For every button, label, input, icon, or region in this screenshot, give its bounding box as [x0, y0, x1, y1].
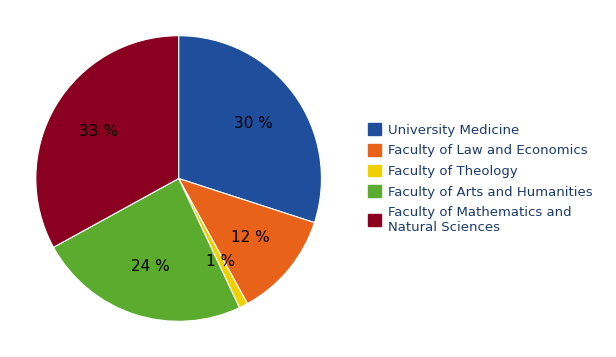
- Wedge shape: [54, 178, 240, 321]
- Wedge shape: [179, 36, 322, 223]
- Text: 33 %: 33 %: [79, 124, 118, 139]
- Text: 1 %: 1 %: [206, 254, 235, 269]
- Text: 12 %: 12 %: [231, 230, 270, 245]
- Wedge shape: [179, 178, 314, 304]
- Text: 24 %: 24 %: [131, 259, 169, 274]
- Legend: University Medicine, Faculty of Law and Economics, Faculty of Theology, Faculty : University Medicine, Faculty of Law and …: [364, 119, 596, 238]
- Wedge shape: [179, 178, 248, 308]
- Wedge shape: [36, 36, 179, 247]
- Text: 30 %: 30 %: [234, 116, 273, 131]
